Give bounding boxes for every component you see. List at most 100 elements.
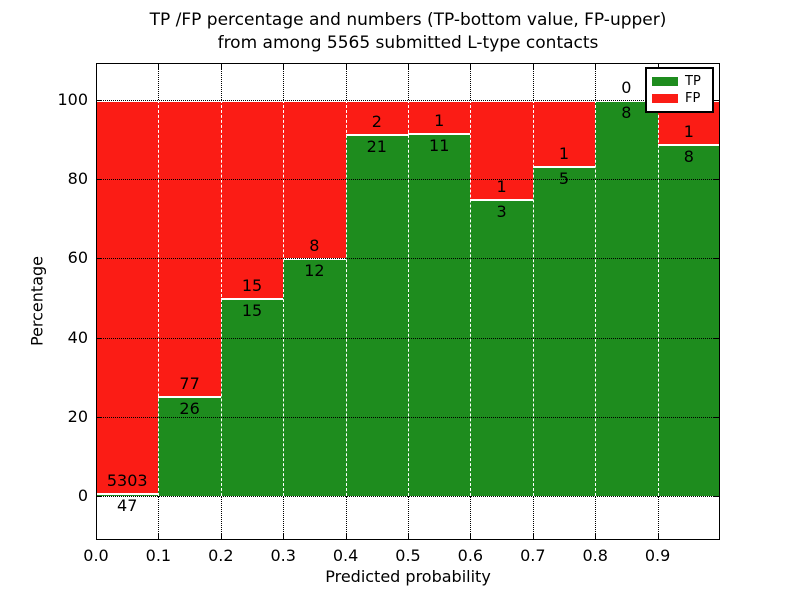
x-axis-tick: [96, 533, 97, 539]
tp-count-label: 12: [304, 261, 325, 281]
fp-count-label: 2: [371, 112, 382, 132]
tp-count-label: 8: [621, 103, 632, 123]
y-tick-label: 0: [77, 486, 88, 506]
tp-count-label: 11: [429, 136, 450, 156]
x-axis-tick: [345, 533, 347, 539]
v-gridline-lower: [470, 496, 472, 540]
y-tick-label: 20: [67, 406, 88, 426]
h-gridline: [96, 100, 720, 102]
bar-segment-fp: [345, 100, 408, 135]
x-axis-tick: [595, 533, 597, 539]
x-axis-tick: [532, 533, 534, 539]
bar-separator: [657, 100, 659, 497]
fp-count-label: 8: [309, 236, 320, 256]
v-gridline-upper: [345, 63, 347, 101]
y-axis-tick-right: [714, 416, 720, 418]
legend-entry-fp: FP: [652, 92, 707, 105]
y-axis-tick: [96, 258, 102, 260]
bar-segment-fp: [283, 100, 346, 259]
bar-separator: [532, 100, 534, 497]
v-gridline-upper: [408, 63, 409, 101]
bar-segment-tp: [595, 100, 658, 497]
bar-segment-tp: [220, 298, 284, 497]
legend-entry-tp: TP: [652, 75, 707, 88]
x-tick-label: 0.0: [83, 546, 109, 565]
legend-label-fp: FP: [685, 91, 701, 107]
v-gridline-lower: [283, 496, 285, 540]
fp-count-label: 0: [621, 78, 632, 98]
x-axis-tick-top: [96, 64, 97, 70]
bar-separator: [595, 100, 597, 497]
y-axis-tick: [96, 100, 102, 102]
h-gridline: [96, 179, 720, 181]
y-tick-label: 100: [57, 90, 88, 110]
bar-segment-tp: [345, 134, 408, 497]
fp-count-label: 15: [241, 276, 263, 296]
h-gridline: [96, 337, 720, 339]
fp-count-label: 5303: [106, 470, 148, 490]
y-tick-label: 40: [67, 327, 88, 347]
x-axis-tick-top: [408, 64, 409, 70]
x-axis-label: Predicted probability: [325, 567, 491, 586]
legend-label-tp: TP: [685, 73, 701, 89]
bar-segment-fp: [158, 100, 221, 397]
bar-segment-fp: [220, 100, 284, 299]
bar-separator: [470, 100, 472, 497]
fp-count-label: 1: [496, 177, 507, 197]
y-axis-tick-right: [714, 496, 720, 498]
bar-segment-tp: [283, 258, 346, 497]
x-axis-tick: [408, 533, 409, 539]
v-gridline-lower: [345, 496, 347, 540]
bar-segment-tp: [408, 133, 471, 497]
v-gridline-lower: [408, 496, 409, 540]
x-axis-tick-top: [158, 64, 160, 70]
x-axis-tick: [158, 533, 160, 539]
x-tick-label: 0.9: [644, 546, 671, 565]
x-tick-label: 0.8: [582, 546, 608, 565]
fp-swatch-icon: [652, 94, 678, 104]
v-gridline-upper: [470, 63, 472, 101]
x-tick-label: 0.2: [208, 546, 234, 565]
bar-separator: [220, 100, 222, 497]
tp-count-label: 15: [241, 301, 263, 321]
y-axis-tick-right: [714, 258, 720, 260]
tp-count-label: 21: [366, 137, 387, 157]
x-tick-label: 0.4: [332, 546, 359, 565]
tp-count-label: 8: [683, 147, 694, 167]
y-tick-label: 80: [67, 169, 88, 189]
bar-segment-fp: [408, 100, 471, 134]
y-axis-tick: [96, 416, 102, 418]
y-axis-tick-right: [714, 337, 720, 339]
v-gridline-lower: [220, 496, 222, 540]
bar-separator: [345, 100, 347, 497]
tp-count-label: 5: [558, 169, 570, 189]
x-axis-tick: [657, 533, 659, 539]
y-axis-tick: [96, 496, 102, 498]
x-tick-label: 0.3: [270, 546, 296, 565]
fp-count-label: 1: [683, 122, 694, 142]
chart-title: TP /FP percentage and numbers (TP-bottom…: [96, 9, 720, 55]
y-axis-tick: [96, 337, 102, 339]
fp-count-label: 1: [558, 144, 570, 164]
x-tick-label: 0.1: [145, 546, 172, 565]
x-axis-tick-top: [220, 64, 222, 70]
bar-segment-tp: [96, 492, 159, 497]
v-gridline-lower: [657, 496, 659, 540]
h-gridline: [96, 496, 720, 498]
x-axis-tick-top: [532, 64, 534, 70]
v-gridline-lower: [595, 496, 597, 540]
tp-count-label: 3: [496, 202, 507, 222]
tp-count-label: 47: [117, 495, 138, 515]
bar-segment-tp: [158, 396, 221, 497]
x-tick-label: 0.5: [395, 546, 421, 565]
v-gridline-upper: [532, 63, 534, 101]
x-axis-tick-top: [595, 64, 597, 70]
x-axis-tick: [470, 533, 472, 539]
v-gridline-lower: [158, 496, 160, 540]
bar-separator: [283, 100, 285, 497]
v-gridline-lower: [532, 496, 534, 540]
bar-segment-fp: [470, 100, 533, 200]
x-tick-label: 0.7: [520, 546, 546, 565]
x-axis-tick-top: [283, 64, 285, 70]
bar-segment-fp: [96, 100, 159, 493]
